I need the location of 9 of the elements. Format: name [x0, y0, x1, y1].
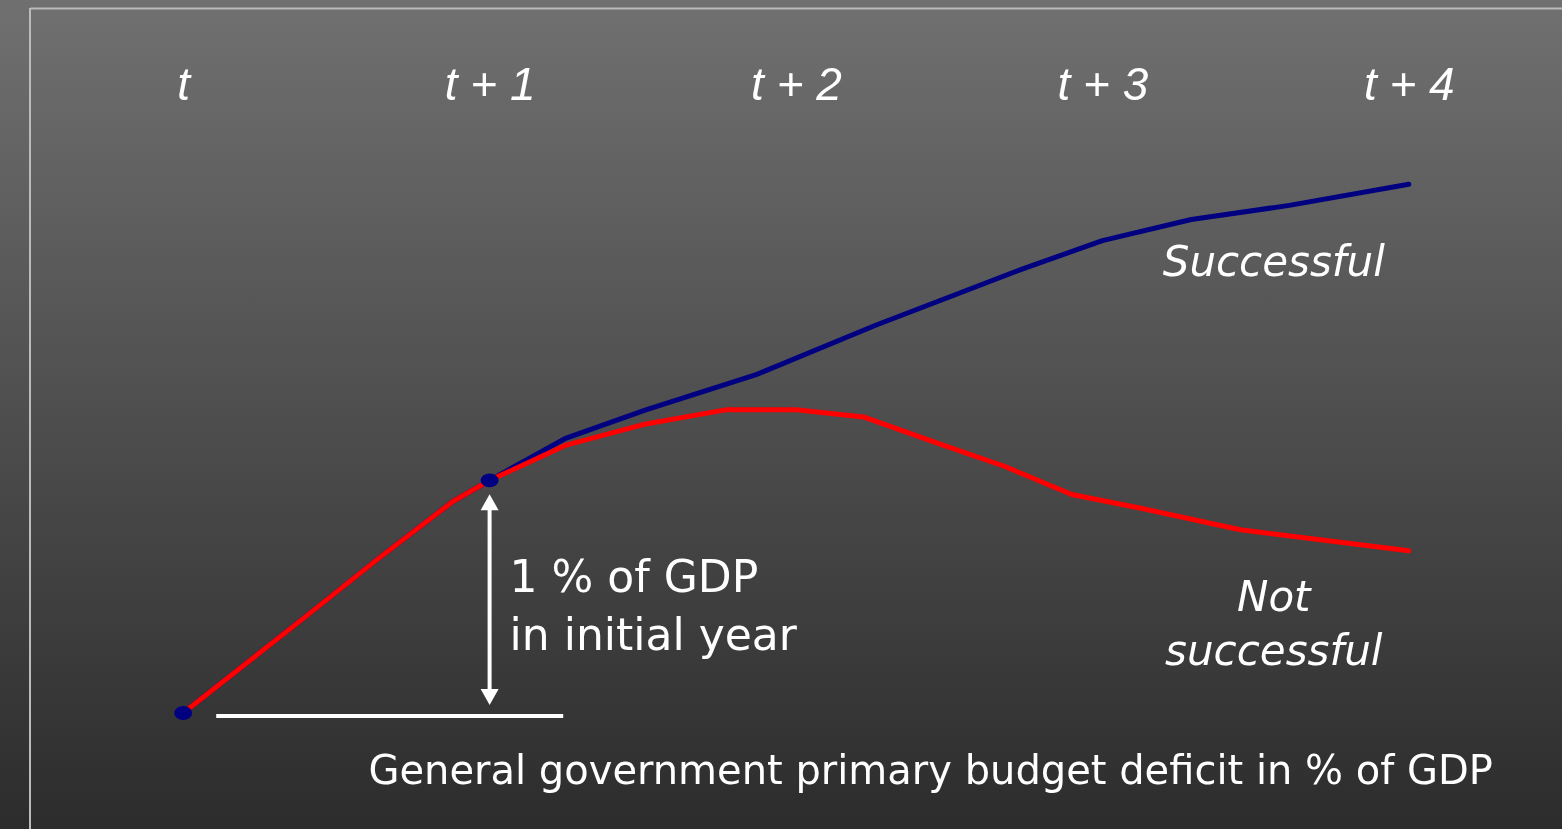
x-tick-label: t	[177, 58, 193, 110]
series-label: Not successful	[1165, 571, 1383, 675]
series-label: Successful	[1162, 237, 1386, 287]
x-tick-label: t + 4	[1363, 58, 1455, 110]
x-tick-label: t + 3	[1057, 58, 1149, 110]
x-tick-label: t + 2	[751, 58, 842, 110]
text: General government primary budget deficit in % of GDP	[368, 747, 1493, 793]
annotation: 1 % of GDP in initial year	[509, 551, 798, 660]
x-tick-label: t + 1	[444, 58, 536, 110]
